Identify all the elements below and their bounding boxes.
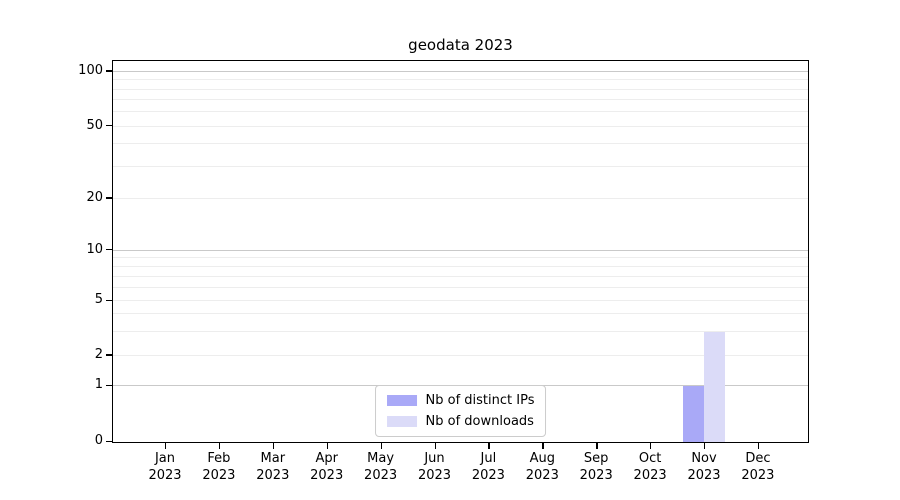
chart-title: geodata 2023 <box>408 36 513 54</box>
y-tick-label-5: 5 <box>94 292 103 308</box>
x-tick-label-jan: Jan 2023 <box>148 451 182 483</box>
gridline-y-20 <box>113 197 808 199</box>
x-tick-label-jul: Jul 2023 <box>471 451 505 483</box>
x-tick-label-jun: Jun 2023 <box>417 451 452 483</box>
y-tick-100 <box>106 70 112 72</box>
bar-downloads-nov <box>704 331 725 442</box>
x-tick-may <box>380 443 382 449</box>
legend: Nb of distinct IPs Nb of downloads <box>374 385 547 437</box>
y-tick-50 <box>106 125 112 127</box>
gridline-y-100 <box>113 70 808 72</box>
gridline-y-2 <box>113 354 808 356</box>
gridline-y-30 <box>113 165 808 167</box>
x-tick-apr <box>326 443 329 449</box>
y-tick-1 <box>106 384 112 387</box>
legend-label-distinct-ips: Nb of distinct IPs <box>425 393 535 408</box>
x-tick-label-mar: Mar 2023 <box>256 451 290 483</box>
x-tick-label-may: May 2023 <box>364 451 398 483</box>
x-tick-label-apr: Apr 2023 <box>310 451 344 483</box>
x-tick-mar <box>272 443 275 449</box>
x-tick-label-nov: Nov 2023 <box>687 451 721 483</box>
x-tick-feb <box>218 443 221 449</box>
y-tick-0 <box>106 440 112 442</box>
y-tick-5 <box>106 299 112 301</box>
gridline-y-6 <box>113 286 808 288</box>
y-tick-20 <box>106 197 112 199</box>
y-tick-label-0: 0 <box>94 433 103 448</box>
gridline-y-8 <box>113 265 808 267</box>
legend-entry-downloads: Nb of downloads <box>385 411 537 432</box>
gridline-y-3 <box>113 330 808 332</box>
x-tick-jan <box>165 443 167 449</box>
x-tick-sep <box>596 443 598 449</box>
gridline-y-10 <box>113 249 808 251</box>
legend-swatch-distinct-ips-icon <box>386 395 417 406</box>
gridline-y-9 <box>113 257 808 259</box>
y-tick-10 <box>106 249 112 251</box>
gridline-y-40 <box>113 143 808 145</box>
gridline-y-50 <box>113 125 808 127</box>
x-tick-label-sep: Sep 2023 <box>579 451 613 483</box>
bar-distinct-ips-nov <box>683 386 704 442</box>
x-tick-jun <box>434 443 436 449</box>
gridline-y-70 <box>113 99 808 100</box>
x-tick-label-dec: Dec 2023 <box>741 451 775 483</box>
x-tick-jul <box>488 443 490 449</box>
y-tick-label-1: 1 <box>94 377 103 393</box>
y-tick-label-2: 2 <box>94 346 103 362</box>
gridline-y-90 <box>113 79 808 81</box>
legend-label-downloads: Nb of downloads <box>425 414 534 429</box>
plot-area: Nb of distinct IPs Nb of downloads 0 1 2 5 1… <box>78 60 809 483</box>
x-tick-oct <box>650 443 652 449</box>
x-tick-dec <box>757 443 760 449</box>
gridline-y-4 <box>113 313 808 315</box>
y-tick-2 <box>106 354 112 356</box>
legend-swatch-downloads-icon <box>386 416 417 427</box>
x-tick-aug <box>542 443 544 449</box>
gridline-y-5 <box>113 300 808 302</box>
legend-entry-distinct-ips: Nb of distinct IPs <box>385 390 537 411</box>
x-tick-label-oct: Oct 2023 <box>633 451 667 483</box>
y-tick-label-20: 20 <box>86 189 103 205</box>
x-tick-label-aug: Aug 2023 <box>525 451 559 483</box>
y-tick-label-100: 100 <box>78 62 103 78</box>
x-tick-nov <box>704 443 706 449</box>
y-tick-label-50: 50 <box>86 117 103 133</box>
gridline-y-80 <box>113 88 808 90</box>
gridline-y-60 <box>113 111 808 113</box>
y-tick-label-10: 10 <box>86 241 103 257</box>
gridline-y-7 <box>113 275 808 277</box>
x-tick-label-feb: Feb 2023 <box>202 451 236 483</box>
